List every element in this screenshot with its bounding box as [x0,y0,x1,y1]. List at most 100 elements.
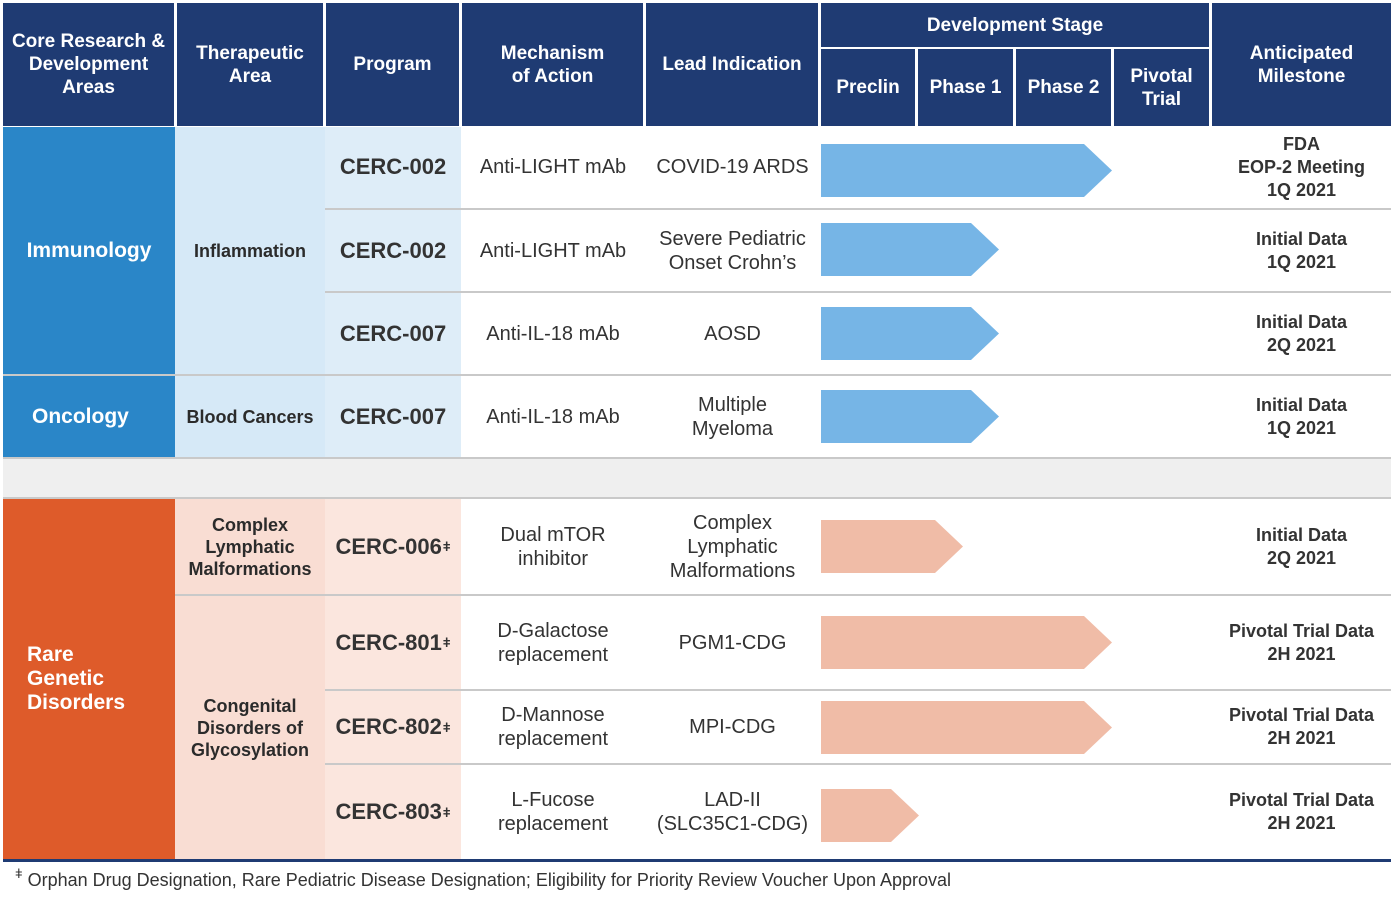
milestone-line: 1Q 2021 [1266,179,1337,200]
orphan-designation-mark: ǂ [442,635,451,650]
milestone-line: 2Q 2021 [1266,334,1337,355]
milestone-cell: Pivotal Trial Data 2H 2021 [1212,691,1391,763]
program-name: CERC-007 [339,320,447,346]
header-development-stage: Development Stage [821,3,1209,47]
row-divider [3,497,1391,499]
indication-cell: Multiple Myeloma [691,393,774,440]
program-name: CERC-006 [335,533,442,559]
stage-arrow [821,520,963,573]
header-separator [643,3,646,126]
footnote-symbol: ǂ [15,866,23,881]
area-oncology: Oncology [3,376,175,457]
milestone-line: 2H 2021 [1267,643,1336,664]
mechanism-cell: D-Galactose replacement [497,619,609,666]
row-divider [3,457,1391,459]
program-cell: CERC-006 ǂ [325,499,461,594]
program-cell: CERC-801 ǂ [325,596,461,689]
milestone-line: Initial Data [1255,311,1348,332]
milestone-line: 1Q 2021 [1266,251,1337,272]
header-separator [323,3,326,126]
milestone-cell: FDA EOP-2 Meeting 1Q 2021 [1212,131,1391,203]
mechanism-cell: Anti-IL-18 mAb [486,405,620,428]
stage-arrow [821,307,999,360]
program-name: CERC-002 [339,237,447,263]
footnote: ǂ Orphan Drug Designation, Rare Pediatri… [14,866,1214,892]
milestone-line: 2H 2021 [1267,728,1336,748]
row-divider [3,374,1391,376]
milestone-line: Initial Data [1255,394,1348,415]
header-stage-pivotal: Pivotal Trial [1114,49,1209,126]
milestone-cell: Initial Data 1Q 2021 [1212,376,1391,457]
milestone-line: 2Q 2021 [1266,547,1337,568]
milestone-cell: Pivotal Trial Data 2H 2021 [1212,765,1391,859]
header-milestone: Anticipated Milestone [1212,3,1391,126]
header-core-areas: Core Research & Development Areas [3,3,174,126]
header-separator [1209,3,1212,126]
milestone-line: Initial Data [1255,524,1348,545]
row-divider [325,763,1391,765]
header-separator [1111,49,1114,126]
header-program: Program [326,3,459,126]
program-cell: CERC-007 [325,376,461,457]
program-cell: CERC-007 [325,293,461,374]
milestone-cell: Initial Data 1Q 2021 [1212,210,1391,291]
header-separator [1013,49,1016,126]
therapeutic-area-inflammation: Inflammation [175,127,325,374]
indication-cell: Complex Lymphatic Malformations [669,511,796,582]
milestone-line: Initial Data [1255,228,1348,249]
mechanism-cell: D-Mannose replacement [497,704,609,750]
header-lead-indication: Lead Indication [646,3,818,126]
orphan-designation-mark: ǂ [442,804,451,820]
footnote-text: Orphan Drug Designation, Rare Pediatric … [22,870,952,890]
area-rare-genetic-disorders: Rare Genetic Disorders [3,499,175,859]
table-bottom-border [3,859,1391,862]
milestone-cell: Initial Data 2Q 2021 [1212,293,1391,374]
milestone-line: Pivotal Trial Data [1228,790,1375,810]
indication-cell: PGM1-CDG [678,631,787,654]
milestone-line: FDA [1283,133,1320,154]
therapeutic-area-blood-cancers: Blood Cancers [175,376,325,457]
program-name: CERC-007 [339,403,447,429]
header-separator [818,3,821,126]
milestone-line: EOP-2 Meeting [1237,156,1366,177]
program-name: CERC-002 [339,154,447,179]
therapeutic-area-cdg: Congenital Disorders of Glycosylation [175,596,325,859]
mechanism-cell: Dual mTOR inhibitor [500,523,606,570]
program-cell: CERC-802 ǂ [325,691,461,763]
row-divider [325,208,1391,210]
row-divider [175,594,1391,596]
milestone-line: 1Q 2021 [1266,417,1337,438]
area-immunology: Immunology [3,127,175,374]
indication-cell: Severe Pediatric Onset Crohn’s [659,227,806,274]
header-stage-preclin: Preclin [821,49,915,126]
orphan-designation-mark: ǂ [442,719,451,735]
milestone-line: 2H 2021 [1267,813,1336,833]
stage-arrow [821,390,999,443]
header-separator [174,3,177,126]
program-cell: CERC-002 [325,210,461,291]
header-separator [915,49,918,126]
indication-cell: COVID-19 ARDS [656,156,809,178]
header-stage-divider [821,47,1209,49]
section-spacer [3,459,1391,498]
indication-cell: MPI-CDG [689,716,776,738]
milestone-cell: Pivotal Trial Data 2H 2021 [1212,596,1391,689]
row-divider [325,291,1391,293]
mechanism-cell: Anti-LIGHT mAb [479,239,627,262]
therapeutic-area-clm: Complex Lymphatic Malformations [175,499,325,594]
indication-cell: LAD-II (SLC35C1-CDG) [656,789,809,835]
program-cell: CERC-803 ǂ [325,765,461,859]
header-stage-phase1: Phase 1 [918,49,1013,126]
row-divider [325,689,1391,691]
milestone-line: Pivotal Trial Data [1228,705,1375,725]
mechanism-cell: Anti-LIGHT mAb [479,156,627,178]
header-stage-phase2: Phase 2 [1016,49,1111,126]
stage-arrow [821,144,1112,197]
program-cell: CERC-002 [325,127,461,207]
mechanism-cell: Anti-IL-18 mAb [486,322,620,345]
header-mechanism: Mechanism of Action [462,3,643,126]
orphan-designation-mark: ǂ [442,539,451,554]
program-name: CERC-802 [335,714,442,739]
program-name: CERC-801 [335,629,442,655]
mechanism-cell: L-Fucose replacement [497,789,609,835]
